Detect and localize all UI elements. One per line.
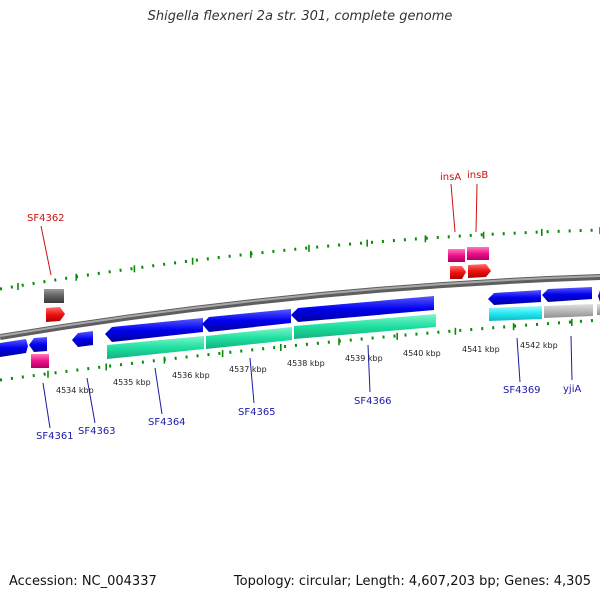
gene-label-sf4362[interactable]: SF4362 — [27, 213, 65, 224]
gene-feature-pseudo[interactable] — [597, 304, 600, 315]
gene-feature-cds[interactable] — [72, 331, 93, 347]
gene-feature-cds[interactable] — [29, 337, 47, 352]
mobile-element-feature[interactable] — [468, 264, 491, 278]
mobile-element-feature[interactable] — [46, 307, 65, 322]
gene-label-yjia[interactable]: yjiA — [563, 384, 581, 395]
mobile-element-feature[interactable] — [44, 289, 64, 303]
gene-label-insa[interactable]: insA — [440, 172, 461, 183]
gene-feature-rna[interactable] — [107, 336, 204, 359]
kbp-label: 4542 kbp — [520, 341, 558, 350]
gene-label-sf4369[interactable]: SF4369 — [503, 385, 541, 396]
accession-text: Accession: NC_004337 — [9, 574, 157, 589]
gene-feature-rna[interactable] — [294, 314, 436, 339]
gene-feature-rna[interactable] — [489, 306, 542, 321]
mobile-element-feature[interactable] — [450, 266, 466, 279]
mobile-element-feature[interactable] — [448, 249, 465, 262]
gene-feature-pseudo[interactable] — [544, 304, 593, 318]
kbp-label: 4534 kbp — [56, 386, 94, 395]
gene-label-sf4363[interactable]: SF4363 — [78, 426, 116, 437]
genome-summary-text: Topology: circular; Length: 4,607,203 bp… — [233, 574, 591, 589]
kbp-label: 4539 kbp — [345, 354, 383, 363]
gene-feature-rna[interactable] — [206, 327, 292, 349]
backbone-shadow — [0, 274, 600, 340]
kbp-label: 4538 kbp — [287, 359, 325, 368]
kbp-label: 4536 kbp — [172, 371, 210, 380]
gene-label-sf4364[interactable]: SF4364 — [148, 417, 186, 428]
gene-feature-cds[interactable] — [0, 339, 28, 357]
gene-label-sf4365[interactable]: SF4365 — [238, 407, 276, 418]
kbp-label: 4535 kbp — [113, 378, 151, 387]
mobile-element-feature[interactable] — [31, 354, 49, 368]
kbp-label: 4537 kbp — [229, 365, 267, 374]
kbp-label: 4540 kbp — [403, 349, 441, 358]
inner-tick-arc — [0, 318, 600, 382]
genome-title: Shigella flexneri 2a str. 301, complete … — [147, 9, 453, 24]
major-ticks — [17, 227, 600, 378]
kbp-label: 4541 kbp — [462, 345, 500, 354]
gene-feature-cds[interactable] — [105, 318, 203, 342]
gene-label-sf4361[interactable]: SF4361 — [36, 431, 74, 442]
mobile-element-feature[interactable] — [467, 247, 489, 260]
gene-feature-cds[interactable] — [202, 309, 291, 332]
gene-feature-cds[interactable] — [291, 296, 434, 322]
leader-lines — [40, 183, 573, 429]
gene-feature-cds[interactable] — [488, 290, 541, 305]
gene-feature-cds[interactable] — [542, 287, 592, 302]
gene-label-insb[interactable]: insB — [467, 170, 488, 181]
gene-label-sf4366[interactable]: SF4366 — [354, 396, 392, 407]
backbone — [0, 275, 600, 337]
